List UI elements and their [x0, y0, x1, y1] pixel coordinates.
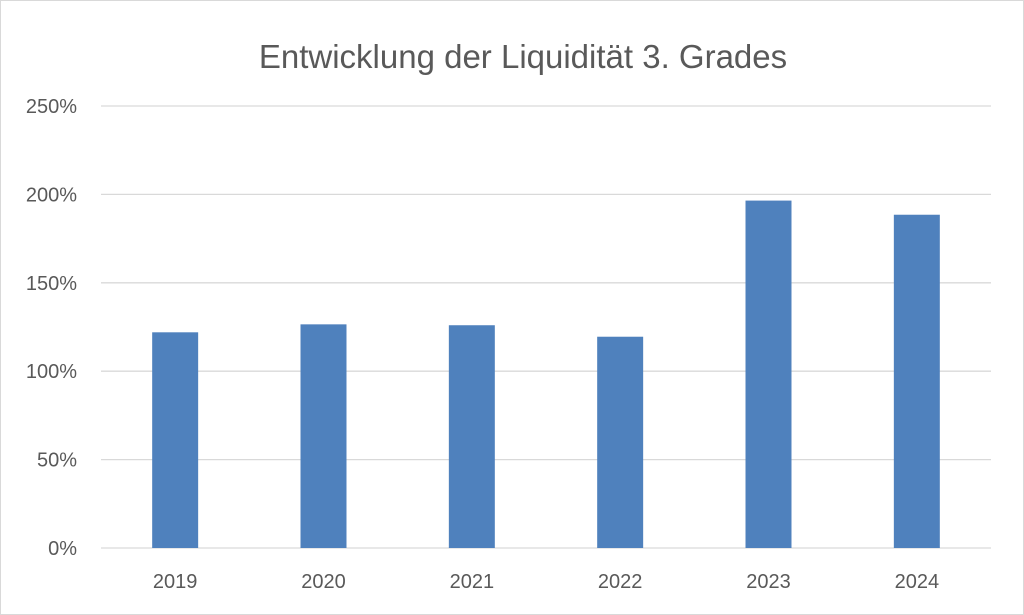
x-tick-label: 2019 [153, 571, 198, 593]
x-tick-label: 2024 [895, 571, 940, 593]
bar-2019 [152, 332, 199, 548]
bar-2021 [448, 325, 495, 548]
x-tick-label: 2021 [450, 571, 495, 593]
x-axis-ticks: 2019 2020 2021 2022 2023 2024 [153, 571, 939, 593]
y-tick-label: 100% [26, 361, 77, 383]
y-tick-label: 50% [37, 450, 77, 472]
bar-2024 [893, 214, 940, 548]
y-tick-label: 150% [26, 273, 77, 295]
chart-title: Entwicklung der Liquidität 3. Grades [259, 38, 787, 75]
bar-2022 [597, 336, 644, 548]
bar-2023 [745, 200, 792, 548]
y-tick-label: 250% [26, 96, 77, 118]
x-tick-label: 2020 [301, 571, 346, 593]
y-tick-label: 200% [26, 184, 77, 206]
bar-2020 [300, 324, 347, 548]
y-axis-ticks: 0% 50% 100% 150% 200% 250% [26, 96, 77, 560]
bars [152, 200, 940, 548]
gridlines [101, 105, 991, 549]
x-tick-label: 2023 [746, 571, 791, 593]
y-tick-label: 0% [48, 538, 77, 560]
x-tick-label: 2022 [598, 571, 643, 593]
